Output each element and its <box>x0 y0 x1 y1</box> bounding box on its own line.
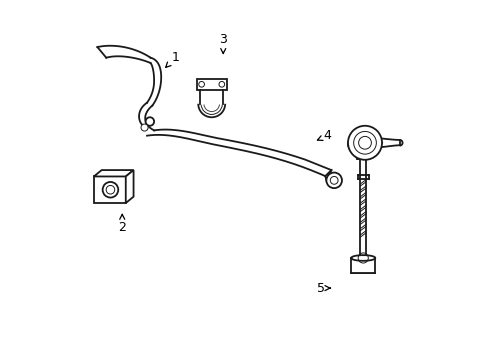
Circle shape <box>353 131 376 154</box>
Polygon shape <box>196 79 226 90</box>
Text: 2: 2 <box>118 214 126 234</box>
Circle shape <box>145 117 154 126</box>
Circle shape <box>219 81 224 87</box>
Circle shape <box>102 182 118 198</box>
Circle shape <box>347 126 381 160</box>
Polygon shape <box>94 170 133 176</box>
Polygon shape <box>350 258 374 273</box>
Ellipse shape <box>350 255 374 261</box>
Circle shape <box>198 81 204 87</box>
Text: 1: 1 <box>165 51 179 67</box>
Polygon shape <box>94 176 125 203</box>
Circle shape <box>141 124 148 131</box>
Text: 3: 3 <box>219 33 227 54</box>
Text: 4: 4 <box>317 129 331 142</box>
Polygon shape <box>125 170 133 203</box>
Circle shape <box>358 136 370 149</box>
Circle shape <box>325 172 341 188</box>
Text: 5: 5 <box>316 282 330 294</box>
